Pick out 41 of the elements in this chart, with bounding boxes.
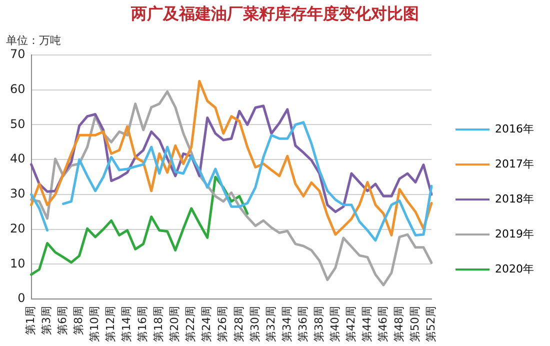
y-tick-label: 70 (10, 47, 26, 62)
x-tick-label: 第20周 (168, 306, 182, 342)
x-tick-label: 第1周 (24, 306, 38, 336)
legend-label: 2017年 (495, 157, 534, 170)
x-tick-label: 第46周 (376, 306, 390, 342)
chart-title: 两广及福建油厂菜籽库存年度变化对比图 (130, 4, 420, 25)
x-tick-label: 第8周 (72, 306, 86, 336)
x-tick-label: 第40周 (328, 306, 342, 342)
x-tick-label: 第22周 (184, 306, 198, 342)
x-tick-label: 第3周 (40, 306, 54, 336)
legend-label: 2018年 (495, 192, 534, 206)
y-tick-label: 50 (10, 116, 26, 131)
x-tick-label: 第26周 (216, 306, 230, 342)
x-tick-label: 第18周 (152, 306, 166, 342)
y-tick-label: 60 (10, 82, 26, 96)
x-tick-label: 第42周 (344, 306, 358, 342)
x-tick-label: 第28周 (232, 306, 246, 342)
x-tick-label: 第16周 (136, 306, 150, 342)
x-tick-label: 第52周 (424, 306, 438, 342)
y-tick-label: 40 (10, 152, 26, 166)
x-tick-label: 第50周 (408, 306, 422, 342)
x-tick-label: 第10周 (88, 306, 102, 342)
x-tick-label: 第12周 (104, 306, 118, 342)
x-tick-label: 第48周 (392, 306, 406, 342)
y-axis-title: 单位：万吨 (6, 33, 61, 48)
x-tick-label: 第44周 (360, 306, 374, 342)
y-tick-label: 20 (10, 221, 26, 236)
legend-label: 2020年 (495, 262, 534, 276)
x-tick-label: 第38周 (312, 306, 326, 342)
legend-label: 2016年 (495, 122, 534, 136)
x-tick-label: 第30周 (248, 306, 262, 342)
x-tick-label: 第24周 (200, 306, 214, 342)
x-tick-label: 第34周 (280, 306, 294, 342)
x-tick-label: 第32周 (264, 306, 278, 342)
x-tick-label: 第36周 (296, 306, 310, 342)
legend-label: 2019年 (495, 227, 534, 240)
x-tick-label: 第6周 (56, 306, 70, 336)
y-tick-label: 30 (10, 186, 26, 201)
y-tick-label: 10 (10, 256, 26, 270)
y-tick-label: 0 (18, 291, 26, 306)
x-tick-label: 第14周 (120, 306, 134, 342)
